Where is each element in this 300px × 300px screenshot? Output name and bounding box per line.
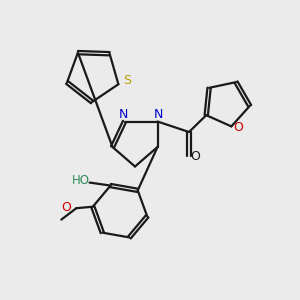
Text: N: N [119, 108, 129, 122]
Text: S: S [123, 74, 131, 87]
Text: HO: HO [72, 174, 90, 187]
Text: O: O [233, 122, 243, 134]
Text: N: N [153, 108, 163, 122]
Text: O: O [191, 149, 200, 163]
Text: O: O [61, 201, 71, 214]
